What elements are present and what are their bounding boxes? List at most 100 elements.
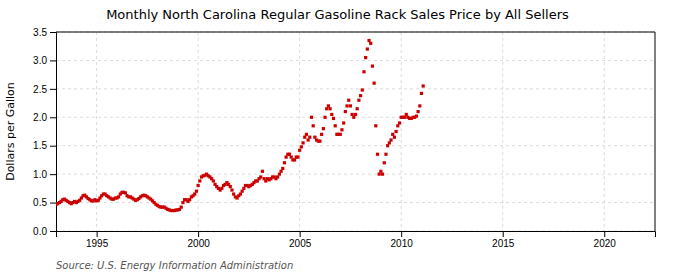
point [344, 110, 347, 113]
point [124, 191, 127, 194]
point [313, 136, 316, 139]
point [327, 104, 330, 107]
point [117, 195, 120, 198]
point [422, 84, 425, 87]
x-tick-mark [97, 231, 98, 237]
point [283, 161, 286, 164]
point [395, 130, 398, 133]
y-tick: 1.0 [33, 169, 56, 180]
point [318, 140, 321, 143]
y-tick-mark [50, 231, 56, 232]
point [362, 70, 365, 73]
y-tick: 1.5 [33, 140, 56, 151]
point [229, 185, 232, 188]
point [332, 117, 335, 120]
point [278, 173, 281, 176]
grid-line-x [604, 32, 605, 231]
grid-line-y [56, 60, 655, 61]
x-tick: 1995 [86, 231, 109, 249]
point [373, 82, 376, 85]
x-tick: 2000 [188, 231, 211, 249]
point [389, 138, 392, 141]
point [352, 116, 355, 119]
point [188, 198, 191, 201]
point [301, 141, 304, 144]
x-tick-mark [300, 231, 301, 237]
point [376, 153, 379, 156]
y-tick-label: 3.5 [33, 27, 47, 38]
point [391, 133, 394, 136]
y-tick-mark [50, 117, 56, 118]
points [56, 39, 425, 212]
point [386, 144, 389, 147]
grid [56, 32, 655, 231]
point [259, 175, 262, 178]
point [374, 124, 377, 127]
point [339, 133, 342, 136]
x-tick: 2020 [594, 231, 617, 249]
y-tick-mark [50, 32, 56, 33]
y-tick-label: 2.5 [33, 84, 47, 95]
x-tick: 2015 [492, 231, 515, 249]
grid-line-y [56, 202, 655, 203]
source: Source: U.S. Energy Information Administ… [56, 260, 293, 271]
point [405, 113, 408, 116]
x-tick-label: 2015 [492, 238, 515, 249]
point [293, 158, 296, 161]
point [398, 121, 401, 124]
point [325, 107, 328, 110]
point [334, 124, 337, 127]
x-tick-label: 2000 [188, 238, 211, 249]
y-tick: 0.5 [33, 197, 56, 208]
point [342, 121, 345, 124]
point [393, 136, 396, 139]
point [323, 116, 326, 119]
y-tick: 0.0 [33, 226, 56, 237]
x-tick-mark [401, 231, 402, 237]
point [396, 124, 399, 127]
point [367, 39, 370, 42]
title: Monthly North Carolina Regular Gasoline … [106, 7, 569, 22]
y-tick-mark [50, 146, 56, 147]
point [232, 192, 235, 195]
point [180, 206, 183, 209]
point [303, 136, 306, 139]
point [322, 127, 325, 130]
x-tick: 2005 [289, 231, 312, 249]
point [384, 153, 387, 156]
point [415, 115, 418, 118]
point [239, 192, 242, 195]
y-tick-mark [50, 89, 56, 90]
point [371, 65, 374, 68]
y-tick: 3.0 [33, 55, 56, 66]
point [349, 104, 352, 107]
point [345, 104, 348, 107]
grid-line-y [56, 117, 655, 118]
point [279, 170, 282, 173]
point [379, 170, 382, 173]
point [418, 104, 421, 107]
point [369, 42, 372, 45]
x-tick-label: 2005 [289, 238, 312, 249]
point [288, 153, 291, 156]
point [320, 133, 323, 136]
point [312, 124, 315, 127]
point [197, 184, 200, 187]
x-tick-label: 2020 [594, 238, 617, 249]
x-tick-mark [604, 231, 605, 237]
grid-line-x [299, 32, 300, 231]
point [281, 167, 284, 170]
grid-line-y [56, 32, 655, 33]
point [290, 155, 293, 158]
point [340, 128, 343, 131]
y-tick-mark [50, 60, 56, 61]
point [347, 99, 350, 102]
grid-line-y [56, 174, 655, 175]
point [242, 187, 245, 190]
grid-line-x [401, 32, 402, 231]
point [381, 173, 384, 176]
y-axis: 0.00.51.01.52.02.53.03.5 [33, 27, 56, 237]
grid-line-y [56, 88, 655, 89]
y-tick: 3.5 [33, 27, 56, 38]
point [359, 94, 362, 97]
